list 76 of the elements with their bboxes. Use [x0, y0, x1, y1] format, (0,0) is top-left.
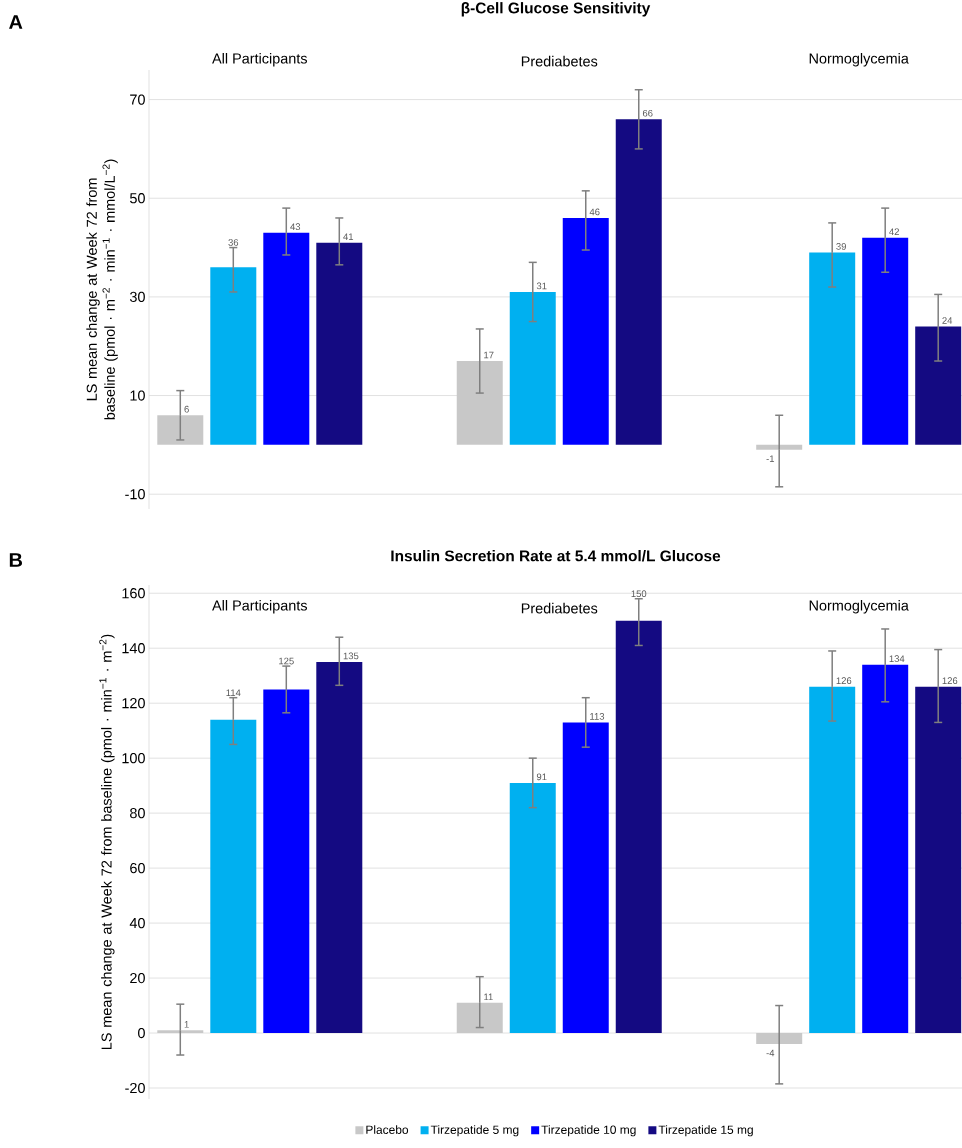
- data-label: 91: [536, 773, 547, 781]
- legend-label: Placebo: [366, 1125, 409, 1134]
- data-label: 36: [228, 239, 239, 246]
- bar: [509, 291, 556, 445]
- data-label: 66: [642, 109, 653, 117]
- legend-label: Tirzepatide 10 mg: [541, 1125, 636, 1137]
- legend-label: Tirzepatide 5 mg: [430, 1125, 519, 1137]
- y-tick-label: 140: [122, 643, 145, 654]
- data-label: 135: [343, 652, 359, 660]
- y-tick-label: 160: [122, 588, 145, 599]
- data-label: 39: [836, 243, 846, 250]
- data-label: -1: [766, 455, 775, 463]
- y-axis-title: LS mean change at Week 72 from baseline (pmol · min$^{−1}$ · m$^{−2}$): [99, 634, 115, 1049]
- data-label: 114: [226, 689, 241, 696]
- data-label: 24: [942, 317, 953, 324]
- data-label: 42: [889, 228, 899, 235]
- data-label: 126: [836, 677, 852, 684]
- data-label: 113: [590, 713, 605, 720]
- data-label: 46: [589, 208, 600, 216]
- bar: [456, 361, 503, 445]
- bar: [316, 661, 363, 1034]
- data-label: -4: [766, 1049, 775, 1057]
- data-label: 41: [343, 233, 354, 240]
- y-tick-label: 60: [130, 862, 145, 874]
- bar: [615, 119, 662, 445]
- y-tick-label: 0: [138, 1027, 145, 1039]
- y-tick-label: 100: [122, 753, 145, 764]
- data-label: 1: [184, 1021, 189, 1028]
- y-tick-label: -20: [125, 1082, 145, 1094]
- bar: [809, 686, 856, 1034]
- bar: [915, 326, 962, 445]
- bar: [862, 664, 909, 1034]
- bar: [862, 237, 909, 445]
- bar: [615, 620, 662, 1034]
- y-tick-label: 40: [129, 917, 145, 929]
- x-tick-label: Normoglycemia: [809, 600, 909, 614]
- bar: [756, 1033, 803, 1045]
- data-label: 134: [889, 655, 905, 663]
- bar: [509, 782, 556, 1034]
- x-tick-label: Prediabetes: [521, 55, 598, 67]
- bar: [915, 686, 962, 1034]
- y-tick-label: -10: [125, 489, 145, 500]
- data-label: 11: [484, 993, 493, 1001]
- data-label: 6: [184, 405, 189, 413]
- x-tick-label: All Participants: [212, 600, 308, 614]
- y-tick-label: 10: [130, 390, 145, 401]
- bar: [263, 689, 310, 1034]
- data-label: 126: [942, 677, 958, 684]
- chart-title: Insulin Secretion Rate at 5.4 mmol/L Glucose: [391, 550, 721, 562]
- y-tick-label: 80: [130, 808, 145, 819]
- data-label: 31: [536, 282, 547, 290]
- x-tick-label: All Participants: [212, 53, 308, 67]
- bar: [210, 719, 257, 1034]
- y-tick-label: 70: [130, 94, 145, 105]
- chart-title: β-Cell Glucose Sensitivity: [461, 2, 651, 17]
- bar: [316, 242, 363, 445]
- bar: [756, 444, 803, 450]
- text: B: [9, 553, 22, 567]
- x-tick-label: Prediabetes: [521, 602, 598, 614]
- bar: [210, 267, 257, 445]
- x-tick-label: Normoglycemia: [809, 53, 909, 67]
- bar: [562, 217, 609, 445]
- data-label: 125: [279, 657, 294, 665]
- text: A: [9, 15, 23, 29]
- data-label: 43: [290, 223, 301, 231]
- bar: [263, 232, 310, 445]
- data-label: 150: [631, 590, 647, 598]
- bar: [157, 1030, 204, 1034]
- y-tick-label: 30: [129, 291, 145, 302]
- y-tick-label: 120: [122, 698, 145, 709]
- data-label: 17: [484, 351, 494, 359]
- y-tick-label: 50: [129, 193, 145, 204]
- bar: [809, 252, 856, 445]
- y-tick-label: 20: [130, 972, 145, 984]
- bar: [562, 722, 609, 1034]
- legend-label: Tirzepatide 15 mg: [658, 1125, 753, 1137]
